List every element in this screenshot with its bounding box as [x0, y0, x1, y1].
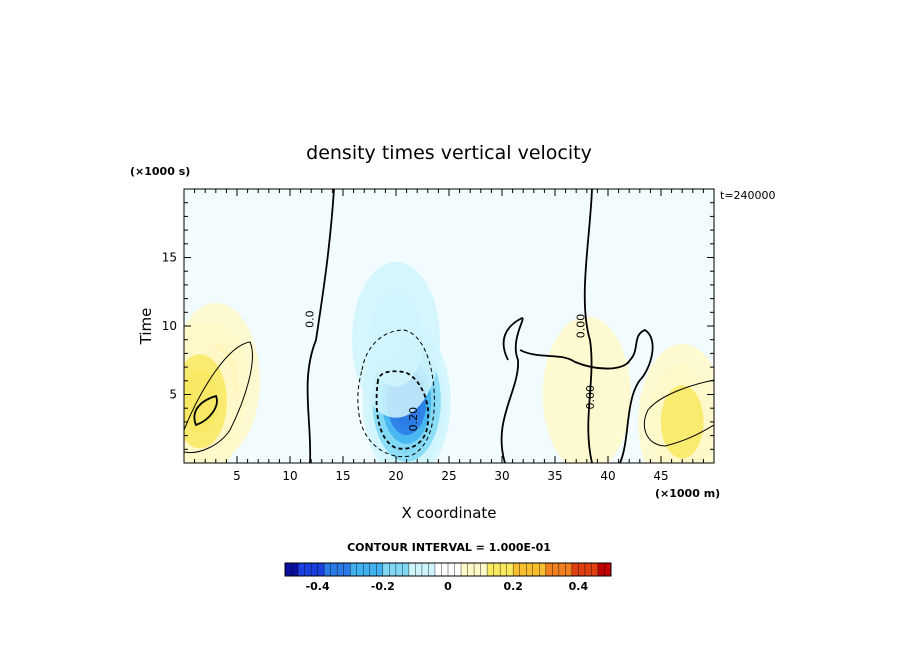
colorbar-cell-15 [382, 563, 390, 576]
field-level-1-1 [369, 292, 423, 387]
contour-label-0: 0.20 [407, 407, 420, 432]
colorbar-cell-28 [467, 563, 475, 576]
colorbar-cell-2 [298, 563, 305, 576]
y-tick-label-10: 10 [162, 319, 177, 333]
colorbar-cell-21 [421, 563, 429, 576]
colorbar-cell-7 [330, 563, 338, 576]
x-unit-label: (×1000 m) [655, 487, 720, 500]
colorbar-cell-3 [304, 563, 312, 576]
negative-contours [357, 329, 435, 458]
colorbar-cell-35 [513, 563, 521, 576]
colorbar: -0.4 -0.2 0 0.2 0.4 [284, 562, 612, 593]
zero-contour-right [583, 189, 593, 463]
colorbar-cell-24 [441, 563, 449, 576]
colorbar-frame [284, 562, 612, 577]
colorbar-tick-label-2: 0 [444, 580, 452, 593]
x-axis-label: X coordinate [401, 504, 496, 522]
x-tick-label-20: 20 [388, 469, 403, 483]
positive-contour-west [193, 394, 218, 427]
contour-east-outer [643, 379, 714, 447]
colorbar-cell-14 [376, 563, 384, 576]
y-axis-label: Time [137, 308, 155, 346]
colorbar-cell-48 [597, 563, 605, 576]
negative-contour-inner [375, 370, 430, 450]
zero-contour-east [519, 328, 654, 463]
x-tick-label-25: 25 [441, 469, 456, 483]
x-tick-label-35: 35 [547, 469, 562, 483]
colorbar-cell-18 [402, 563, 410, 576]
colorbar-cell-49 [604, 563, 612, 576]
colorbar-cell-30 [480, 563, 488, 576]
colorbar-cell-33 [500, 563, 508, 576]
colorbar-cell-22 [428, 563, 436, 576]
colorbar-cell-37 [526, 563, 534, 576]
colorbar-cell-41 [552, 563, 560, 576]
colorbar-cell-27 [461, 563, 468, 576]
y-unit-label: (×1000 s) [130, 165, 190, 178]
colorbar-cell-19 [408, 563, 416, 576]
y-axis-ticks: 5 10 15 [162, 202, 714, 450]
colorbar-cell-20 [415, 563, 423, 576]
colorbar-cell-40 [545, 563, 553, 576]
plot-field: 0.20 0.0 0.00 0.00 [184, 189, 714, 463]
zero-contours [193, 189, 654, 463]
x-axis-ticks: 5 10 15 20 25 30 35 40 45 [194, 189, 704, 483]
colorbar-cell-46 [584, 563, 592, 576]
colorbar-cell-45 [578, 563, 586, 576]
colorbar-cell-5 [317, 563, 325, 576]
contour-interval-label: CONTOUR INTERVAL = 1.000E-01 [347, 541, 551, 554]
contour-west-outer [184, 341, 253, 454]
contour-label-3: 0.00 [584, 385, 597, 410]
colorbar-cell-0 [285, 563, 292, 576]
colorbar-tick-label-1: -0.2 [371, 580, 395, 593]
x-tick-label-5: 5 [233, 469, 241, 483]
x-tick-label-15: 15 [335, 469, 350, 483]
colorbar-tick-label-3: 0.2 [503, 580, 523, 593]
chart-title: density times vertical velocity [306, 142, 592, 164]
colorbar-cell-29 [474, 563, 481, 576]
colorbar-cell-8 [337, 563, 345, 576]
x-tick-label-30: 30 [494, 469, 509, 483]
y-tick-label-5: 5 [169, 388, 177, 402]
field-level-4-2 [660, 385, 704, 459]
negative-contour-outer [357, 329, 435, 458]
colorbar-cell-17 [395, 563, 403, 576]
x-tick-label-45: 45 [653, 469, 668, 483]
colorbar-cell-10 [350, 563, 358, 576]
colorbar-cell-11 [356, 563, 364, 576]
colorbar-cell-47 [591, 563, 599, 576]
colorbar-cell-4 [311, 563, 318, 576]
colorbar-cell-25 [448, 563, 455, 576]
colorbar-cell-26 [454, 563, 462, 576]
y-tick-label-15: 15 [162, 251, 177, 265]
thin-contours [184, 341, 714, 454]
time-stamp-label: t=240000 [720, 189, 776, 202]
colorbar-cell-43 [565, 563, 573, 576]
colorbar-cell-38 [532, 563, 540, 576]
colorbar-cell-39 [539, 563, 547, 576]
contour-label-2: 0.00 [575, 314, 588, 339]
contour-label-1: 0.0 [303, 310, 316, 328]
colorbar-cell-34 [506, 563, 514, 576]
colorbar-cell-13 [369, 563, 377, 576]
zero-contour-left [306, 189, 335, 463]
zero-contour-middle [500, 317, 524, 463]
colorbar-tick-label-0: -0.4 [306, 580, 330, 593]
colorbar-cell-12 [363, 563, 371, 576]
colorbar-cell-1 [291, 563, 299, 576]
colorbar-cell-44 [571, 563, 579, 576]
colorbar-cell-36 [519, 563, 527, 576]
colorbar-cell-31 [487, 563, 495, 576]
colorbar-cell-6 [324, 563, 332, 576]
x-tick-label-40: 40 [600, 469, 615, 483]
field-level-5-0 [542, 316, 631, 463]
x-tick-label-10: 10 [282, 469, 297, 483]
colorbar-cell-32 [493, 563, 501, 576]
colorbar-cell-9 [343, 563, 351, 576]
colorbar-cell-23 [434, 563, 442, 576]
colorbar-cell-42 [558, 563, 566, 576]
colorbar-cell-16 [389, 563, 397, 576]
colorbar-tick-label-4: 0.4 [569, 580, 589, 593]
